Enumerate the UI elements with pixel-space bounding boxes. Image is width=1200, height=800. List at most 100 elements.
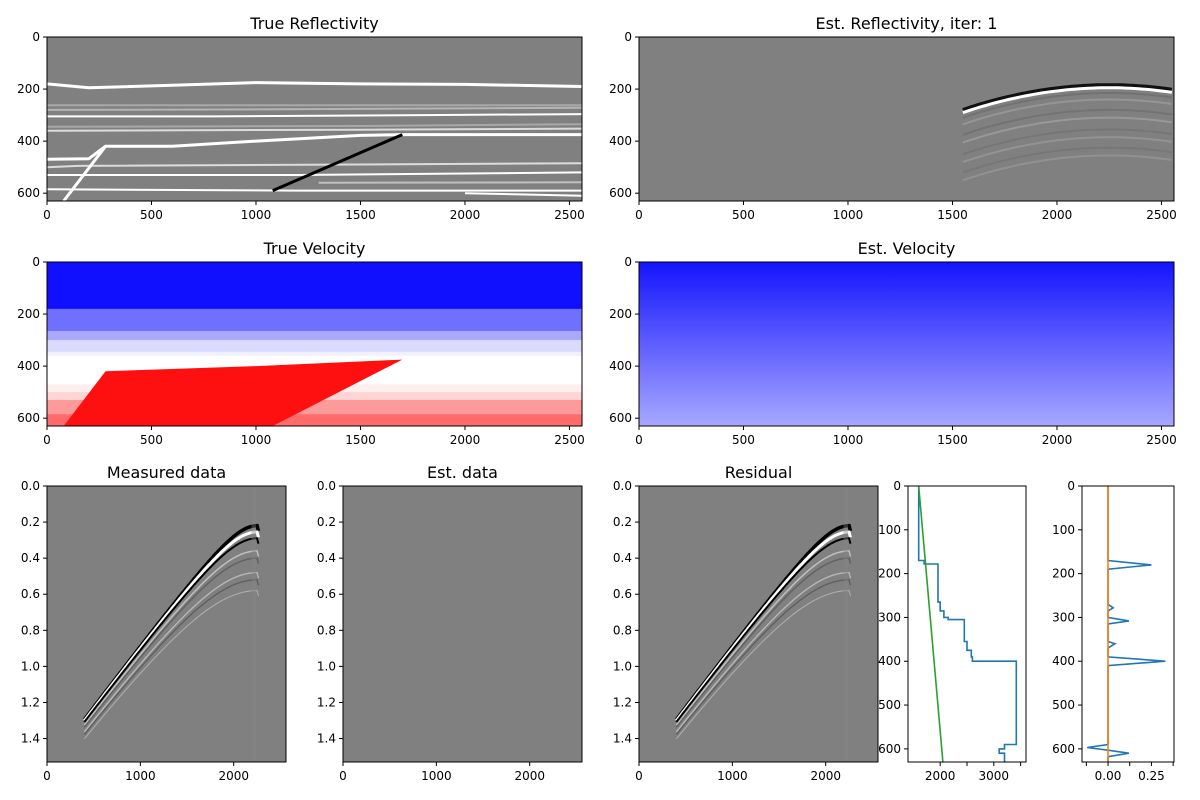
velocity-profile-series-line: [917, 486, 944, 762]
measured-data-ytick-label: 1.0: [21, 659, 40, 673]
est-velocity-xtick-label: 1500: [937, 433, 968, 447]
true-velocity-ytick-label: 0: [32, 255, 40, 269]
est-data-ytick-label: 0.0: [317, 479, 336, 493]
measured-data-title: Measured data: [107, 463, 226, 482]
est-velocity-xtick-label: 1000: [833, 433, 864, 447]
measured-data-event-line: [83, 537, 260, 723]
reflectivity-profile-ytick-label: 100: [1052, 523, 1075, 537]
est-reflectivity-xtick-label: 1000: [833, 208, 864, 222]
velocity-profile-ytick-label: 400: [878, 654, 901, 668]
reflectivity-profile-ytick-label: 500: [1052, 698, 1075, 712]
measured-data-ytick-label: 0.4: [21, 551, 40, 565]
true-velocity-layer: [47, 330, 582, 341]
est-reflectivity-artifact: [962, 92, 1173, 119]
reflectivity-profile-panel: 0.00 0.25 0 100 200 300 400 500 600: [1052, 479, 1175, 783]
est-data-ytick-label: 0.8: [317, 623, 336, 637]
true-velocity-layer: [47, 262, 582, 310]
est-data-background: [343, 486, 582, 762]
residual-event-line: [675, 590, 851, 740]
measured-data-xtick-label: 2000: [218, 769, 249, 783]
measured-data-event-line: [83, 579, 260, 735]
est-velocity-frame: [638, 261, 1175, 427]
est-velocity-ytick-label: 400: [609, 359, 632, 373]
est-reflectivity-artifact: [962, 136, 1173, 163]
true-reflectivity-reflector: [47, 127, 582, 132]
est-data-ytick-label: 0.4: [317, 551, 336, 565]
true-reflectivity-reflector: [62, 145, 107, 201]
reflectivity-profile-ytick-label: 600: [1052, 742, 1075, 756]
true-velocity-frame: [46, 261, 583, 427]
est-data-ytick-label: 1.0: [317, 659, 336, 673]
residual-ytick-label: 1.2: [613, 695, 632, 709]
true-reflectivity-reflector: [272, 133, 403, 192]
measured-data-ytick-label: 0.2: [21, 515, 40, 529]
true-velocity-ytick-label: 600: [17, 411, 40, 425]
residual-xtick-label: 2000: [810, 769, 841, 783]
true-velocity-xtick-label: 1000: [241, 433, 272, 447]
residual-frame: [638, 485, 879, 763]
residual-ytick-label: 1.4: [613, 732, 632, 746]
true-reflectivity-xtick-label: 2000: [450, 208, 481, 222]
est-reflectivity-ytick-label: 600: [609, 186, 632, 200]
est-reflectivity-artifact: [962, 154, 1173, 182]
residual-event-line: [675, 557, 852, 728]
residual-ytick-label: 0.8: [613, 623, 632, 637]
true-reflectivity-reflector: [47, 133, 582, 161]
true-velocity-xtick-label: 1500: [345, 433, 376, 447]
est-reflectivity-title: Est. Reflectivity, iter: 1: [816, 14, 998, 33]
true-velocity-title: True Velocity: [263, 239, 366, 258]
est-velocity-image: [639, 262, 1174, 426]
true-reflectivity-reflector: [47, 171, 582, 176]
true-reflectivity-ytick-label: 0: [32, 30, 40, 44]
residual-ytick-label: 0.4: [613, 551, 632, 565]
measured-data-events: [47, 486, 286, 762]
measured-data-xtick-label: 1000: [125, 769, 156, 783]
velocity-profile-panel: 2000 3000 0 100 200 300 400 500 600: [878, 479, 1027, 783]
velocity-profile-ytick-label: 100: [878, 523, 901, 537]
velocity-profile-ytick-label: 300: [878, 610, 901, 624]
true-reflectivity-reflector: [47, 123, 582, 128]
true-reflectivity-reflector: [47, 106, 582, 111]
reflectivity-profile-frame: [1081, 485, 1175, 763]
est-reflectivity-artifact: [962, 116, 1173, 144]
est-reflectivity-xtick-label: 2000: [1042, 208, 1073, 222]
true-velocity-layer: [47, 308, 582, 332]
measured-data-ytick-label: 0.6: [21, 587, 40, 601]
velocity-profile-xtick-label: 2000: [925, 769, 956, 783]
reflectivity-profile-ytick-label: 0: [1067, 479, 1075, 493]
est-velocity-xtick-label: 0: [635, 433, 643, 447]
true-velocity-layer: [47, 340, 582, 353]
est-reflectivity-xtick-label: 2500: [1146, 208, 1177, 222]
residual-ytick-label: 1.0: [613, 659, 632, 673]
est-reflectivity-xtick-label: 500: [732, 208, 755, 222]
velocity-profile-ytick-label: 200: [878, 567, 901, 581]
est-reflectivity-artifact: [962, 83, 1173, 112]
true-reflectivity-reflector: [47, 113, 582, 118]
true-velocity-layer: [47, 351, 582, 357]
est-reflectivity-artifact: [962, 86, 1173, 115]
true-reflectivity-xtick-label: 1000: [241, 208, 272, 222]
true-velocity-ytick-label: 200: [17, 307, 40, 321]
reflectivity-profile-ytick-label: 300: [1052, 610, 1075, 624]
true-reflectivity-background: [47, 37, 582, 201]
measured-data-ytick-label: 1.2: [21, 695, 40, 709]
est-velocity-ytick-label: 0: [624, 255, 632, 269]
residual-event-line: [675, 571, 852, 733]
true-reflectivity-panel: True Reflectivity 0 500 1000 1500 2000 2500 0 20…: [17, 14, 585, 222]
true-velocity-wedge: [63, 359, 403, 426]
residual-xtick-label: 1000: [717, 769, 748, 783]
est-reflectivity-xtick-label: 0: [635, 208, 643, 222]
true-velocity-layer: [47, 414, 582, 426]
true-reflectivity-ytick-label: 600: [17, 186, 40, 200]
residual-title: Residual: [725, 463, 793, 482]
true-reflectivity-reflector: [318, 181, 582, 184]
measured-data-ytick-label: 1.4: [21, 732, 40, 746]
measured-data-event-line: [83, 590, 259, 740]
est-reflectivity-ytick-label: 200: [609, 82, 632, 96]
reflectivity-profile-ytick-label: 200: [1052, 567, 1075, 581]
measured-data-event-line: [83, 571, 260, 733]
est-velocity-title: Est. Velocity: [858, 239, 956, 258]
measured-data-event-line: [83, 557, 260, 728]
measured-data-frame: [46, 485, 287, 763]
true-velocity-image: [47, 262, 582, 426]
